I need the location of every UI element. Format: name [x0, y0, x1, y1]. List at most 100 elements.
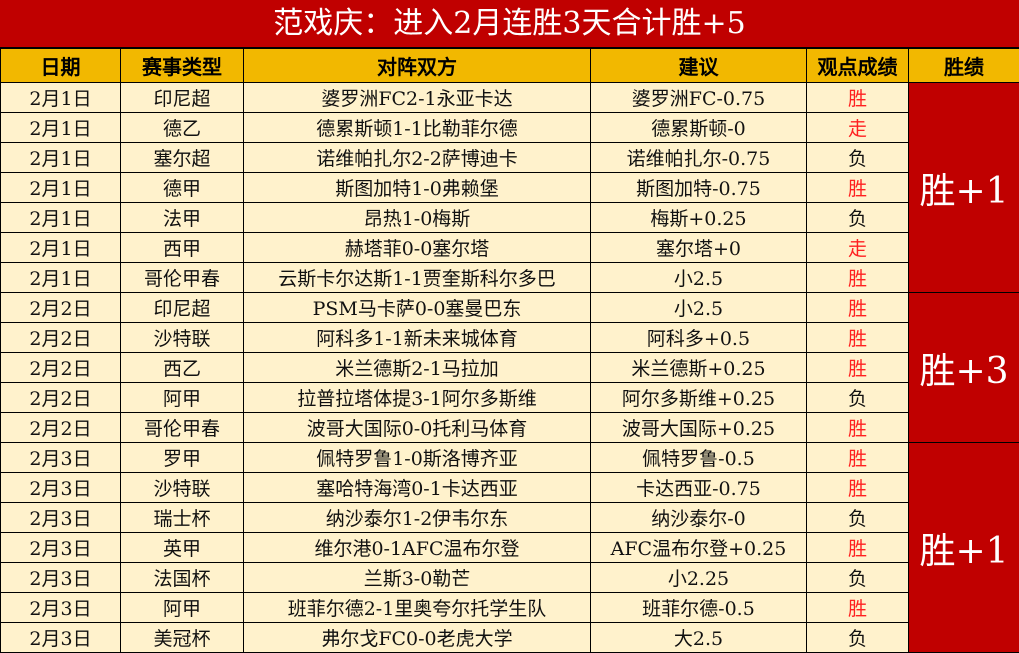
result-cell: 胜 [807, 263, 909, 293]
result-cell: 胜 [807, 413, 909, 443]
summary-cell: 胜+1 [909, 443, 1019, 653]
match-cell: 云斯卡尔达斯1-1贾奎斯科尔多巴 [244, 263, 591, 293]
match-cell: 拉普拉塔体提3-1阿尔多斯维 [244, 383, 591, 413]
result-cell: 负 [807, 503, 909, 533]
header-tip: 建议 [591, 49, 807, 83]
result-cell: 胜 [807, 173, 909, 203]
date-cell: 2月2日 [1, 293, 121, 323]
tip-cell: 阿科多+0.5 [591, 323, 807, 353]
result-cell: 负 [807, 563, 909, 593]
match-cell: 佩特罗鲁1-0斯洛博齐亚 [244, 443, 591, 473]
match-cell: 塞哈特海湾0-1卡达西亚 [244, 473, 591, 503]
league-cell: 印尼超 [121, 83, 244, 113]
match-cell: 斯图加特1-0弗赖堡 [244, 173, 591, 203]
tip-cell: 卡达西亚-0.75 [591, 473, 807, 503]
tip-cell: AFC温布尔登+0.25 [591, 533, 807, 563]
result-cell: 走 [807, 113, 909, 143]
league-cell: 瑞士杯 [121, 503, 244, 533]
date-cell: 2月3日 [1, 623, 121, 653]
results-table: 日期 赛事类型 对阵双方 建议 观点成绩 胜绩 2月1日印尼超婆罗洲FC2-1永… [0, 48, 1019, 653]
match-cell: 维尔港0-1AFC温布尔登 [244, 533, 591, 563]
tip-cell: 诺维帕扎尔-0.75 [591, 143, 807, 173]
match-cell: 赫塔菲0-0塞尔塔 [244, 233, 591, 263]
match-cell: 昂热1-0梅斯 [244, 203, 591, 233]
match-cell: 婆罗洲FC2-1永亚卡达 [244, 83, 591, 113]
league-cell: 沙特联 [121, 473, 244, 503]
match-cell: 德累斯顿1-1比勒菲尔德 [244, 113, 591, 143]
header-row: 日期 赛事类型 对阵双方 建议 观点成绩 胜绩 [1, 49, 1019, 83]
tip-cell: 大2.5 [591, 623, 807, 653]
date-cell: 2月1日 [1, 113, 121, 143]
league-cell: 法国杯 [121, 563, 244, 593]
date-cell: 2月1日 [1, 233, 121, 263]
result-cell: 负 [807, 623, 909, 653]
result-cell: 胜 [807, 533, 909, 563]
date-cell: 2月1日 [1, 83, 121, 113]
header-result: 观点成绩 [807, 49, 909, 83]
result-cell: 负 [807, 383, 909, 413]
date-cell: 2月2日 [1, 413, 121, 443]
tip-cell: 佩特罗鲁-0.5 [591, 443, 807, 473]
tip-cell: 班菲尔德-0.5 [591, 593, 807, 623]
tip-cell: 波哥大国际+0.25 [591, 413, 807, 443]
match-cell: 班菲尔德2-1里奥夸尔托学生队 [244, 593, 591, 623]
tip-cell: 小2.25 [591, 563, 807, 593]
tip-cell: 德累斯顿-0 [591, 113, 807, 143]
league-cell: 西乙 [121, 353, 244, 383]
date-cell: 2月2日 [1, 353, 121, 383]
tip-cell: 米兰德斯+0.25 [591, 353, 807, 383]
header-date: 日期 [1, 49, 121, 83]
league-cell: 印尼超 [121, 293, 244, 323]
date-cell: 2月3日 [1, 563, 121, 593]
header-league: 赛事类型 [121, 49, 244, 83]
match-cell: PSM马卡萨0-0塞曼巴东 [244, 293, 591, 323]
date-cell: 2月1日 [1, 203, 121, 233]
summary-cell: 胜+1 [909, 83, 1019, 293]
date-cell: 2月3日 [1, 443, 121, 473]
result-cell: 胜 [807, 323, 909, 353]
match-cell: 阿科多1-1新未来城体育 [244, 323, 591, 353]
match-cell: 纳沙泰尔1-2伊韦尔东 [244, 503, 591, 533]
league-cell: 哥伦甲春 [121, 263, 244, 293]
result-cell: 胜 [807, 473, 909, 503]
tip-cell: 婆罗洲FC-0.75 [591, 83, 807, 113]
tip-cell: 小2.5 [591, 293, 807, 323]
tip-cell: 小2.5 [591, 263, 807, 293]
date-cell: 2月1日 [1, 173, 121, 203]
summary-cell: 胜+3 [909, 293, 1019, 443]
date-cell: 2月2日 [1, 323, 121, 353]
tip-cell: 斯图加特-0.75 [591, 173, 807, 203]
match-cell: 诺维帕扎尔2-2萨博迪卡 [244, 143, 591, 173]
date-cell: 2月3日 [1, 593, 121, 623]
date-cell: 2月3日 [1, 533, 121, 563]
result-cell: 负 [807, 203, 909, 233]
league-cell: 阿甲 [121, 383, 244, 413]
match-cell: 兰斯3-0勒芒 [244, 563, 591, 593]
header-summary: 胜绩 [909, 49, 1019, 83]
league-cell: 沙特联 [121, 323, 244, 353]
league-cell: 法甲 [121, 203, 244, 233]
tip-cell: 阿尔多斯维+0.25 [591, 383, 807, 413]
header-match: 对阵双方 [244, 49, 591, 83]
result-cell: 胜 [807, 593, 909, 623]
league-cell: 阿甲 [121, 593, 244, 623]
league-cell: 塞尔超 [121, 143, 244, 173]
match-cell: 弗尔戈FC0-0老虎大学 [244, 623, 591, 653]
date-cell: 2月2日 [1, 383, 121, 413]
league-cell: 德甲 [121, 173, 244, 203]
